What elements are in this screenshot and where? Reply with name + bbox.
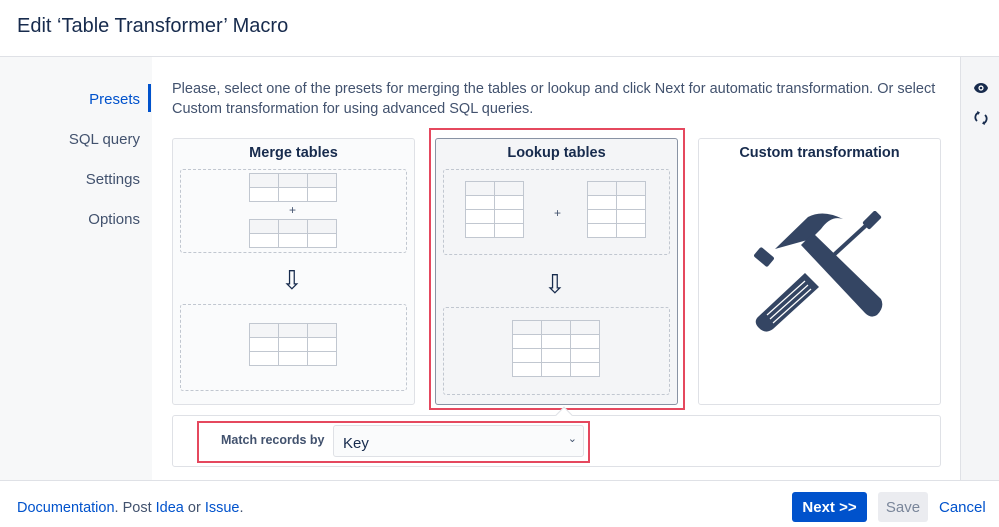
card-title: Custom transformation [739,145,900,161]
nav-item-sql-query[interactable]: SQL query [68,131,140,148]
source-tables-area: + [443,169,670,255]
hammer-screwdriver-icon [754,211,883,332]
table-illustration [249,323,337,366]
table-illustration [512,320,600,377]
active-nav-indicator [148,84,151,112]
result-table-area [443,307,670,395]
match-highlight [197,421,590,463]
result-table-area [180,304,407,391]
match-records-select[interactable]: Key ⌄ [333,425,584,457]
footer-text: or [183,500,205,516]
instructions-text: Please, select one of the presets for me… [172,81,936,117]
selected-value: Key [343,435,369,452]
table-illustration [249,219,337,248]
issue-link[interactable]: Issue [204,500,240,516]
dialog-title: Edit ‘Table Transformer’ Macro [17,15,289,37]
sidebar-nav [0,57,152,480]
next-button[interactable]: Next >> [792,492,867,522]
source-tables-area: + [180,169,407,253]
plus-sign: + [289,203,297,217]
dialog-header [0,0,999,57]
card-title: Merge tables [249,145,338,161]
right-toolbar [960,57,999,480]
preset-card-custom-transformation[interactable]: Custom transformation [698,138,941,405]
documentation-link[interactable]: Documentation [17,500,115,516]
table-illustration [249,173,337,202]
cancel-button[interactable]: Cancel [939,499,986,516]
table-illustration [465,181,524,238]
match-records-label: Match records by [221,433,325,447]
nav-item-settings[interactable]: Settings [85,171,140,188]
footer-links: Documentation. Post Idea or Issue. [17,500,244,516]
card-title: Lookup tables [507,145,606,161]
selection-highlight [429,128,685,410]
save-button[interactable]: Save [878,492,928,522]
idea-link[interactable]: Idea [155,500,184,516]
nav-item-presets[interactable]: Presets [89,91,140,108]
preset-card-lookup-tables[interactable]: Lookup tables + ⇩ [435,138,678,405]
chevron-down-icon: ⌄ [567,433,577,445]
arrow-down-icon: ⇩ [281,265,303,295]
preset-card-merge-tables[interactable]: Merge tables + ⇩ [172,138,415,405]
plus-sign: + [554,206,562,220]
footer-text: . [239,500,244,516]
nav-item-options[interactable]: Options [88,211,140,228]
refresh-icon[interactable] [974,110,988,126]
table-illustration [587,181,646,238]
eye-icon[interactable] [973,82,989,94]
arrow-down-icon: ⇩ [544,269,566,299]
footer-text: . Post [114,500,156,516]
